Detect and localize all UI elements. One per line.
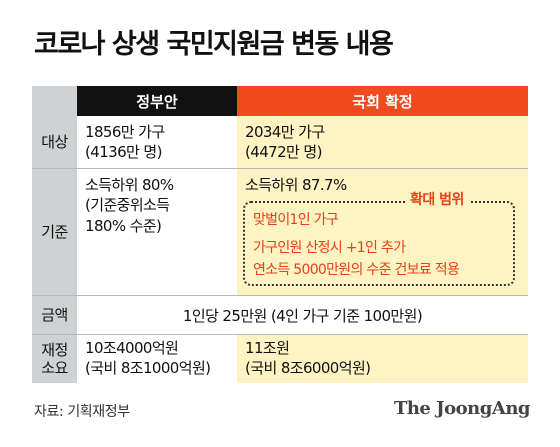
expand-range-title: 확대 범위: [405, 191, 469, 210]
table-row-target: 대상 1856만 가구 (4136만 명) 2034만 가구 (4472만 명): [32, 116, 528, 169]
target-nat-line1: 2034만 가구: [245, 123, 325, 141]
budget-nat-cell: 11조원 (국비 8조6000억원): [237, 335, 528, 383]
header-corner-cell: [32, 86, 77, 116]
budget-gov-line1: 10조4000억원: [85, 339, 179, 357]
budget-nat-line1: 11조원: [245, 339, 290, 357]
expand-range-box: 확대 범위 맞벌이1인 가구 가구인원 산정시 +1인 추가 연소득 5000만…: [243, 191, 515, 286]
table-row-amount: 금액 1인당 25만원 (4인 가구 기준 100만원): [32, 296, 528, 335]
criteria-gov-cell: 소득하위 80% (기준중위소득 180% 수준): [77, 169, 237, 295]
header-national-assembly: 국회 확정: [237, 86, 528, 116]
budget-gov-cell: 10조4000억원 (국비 8조1000억원): [77, 335, 237, 383]
target-gov-line1: 1856만 가구: [85, 123, 165, 141]
row-label-criteria: 기준: [32, 169, 77, 295]
page-title: 코로나 상생 국민지원금 변동 내용: [34, 29, 394, 60]
expand-line-dual-income: 맞벌이1인 가구: [253, 212, 339, 228]
criteria-gov-line3: 180% 수준): [85, 216, 162, 235]
budget-gov-line2: (국비 8조1000억원): [85, 359, 211, 378]
table-header-row: 정부안 국회 확정: [32, 86, 528, 116]
amount-value: 1인당 25만원 (4인 가구 기준 100만원): [77, 296, 528, 334]
criteria-gov-line2: (기준중위소득: [85, 196, 170, 215]
budget-nat-line2: (국비 8조6000억원): [245, 359, 371, 378]
header-gov: 정부안: [77, 86, 237, 116]
criteria-gov-line1: 소득하위 80%: [85, 176, 174, 194]
brand-logo: The JoongAng: [393, 398, 531, 419]
criteria-nat-line1: 소득하위 87.7%: [245, 176, 347, 194]
row-label-target: 대상: [32, 116, 77, 168]
target-gov-line2: (4136만 명): [85, 143, 162, 162]
comparison-table: 정부안 국회 확정 대상 1856만 가구 (4136만 명) 2034만 가구…: [32, 86, 528, 383]
row-label-amount: 금액: [32, 296, 77, 334]
expand-line-income-premium: 연소득 5000만원의 수준 건보료 적용: [253, 262, 460, 278]
table-row-criteria: 기준 소득하위 80% (기준중위소득 180% 수준) 소득하위 87.7% …: [32, 169, 528, 296]
criteria-nat-cell: 소득하위 87.7% 확대 범위 맞벌이1인 가구 가구인원 산정시 +1인 추…: [237, 169, 528, 295]
target-gov-cell: 1856만 가구 (4136만 명): [77, 116, 237, 168]
target-nat-line2: (4472만 명): [245, 143, 322, 162]
row-label-budget: 재정 소요: [32, 335, 77, 383]
target-nat-cell: 2034만 가구 (4472만 명): [237, 116, 528, 168]
expand-line-household-count: 가구인원 산정시 +1인 추가: [253, 240, 406, 256]
table-row-budget: 재정 소요 10조4000억원 (국비 8조1000억원) 11조원 (국비 8…: [32, 335, 528, 383]
row-label-budget-line2: 소요: [41, 359, 68, 377]
row-label-budget-line1: 재정: [41, 341, 68, 359]
source-note: 자료: 기획재정부: [34, 404, 130, 420]
